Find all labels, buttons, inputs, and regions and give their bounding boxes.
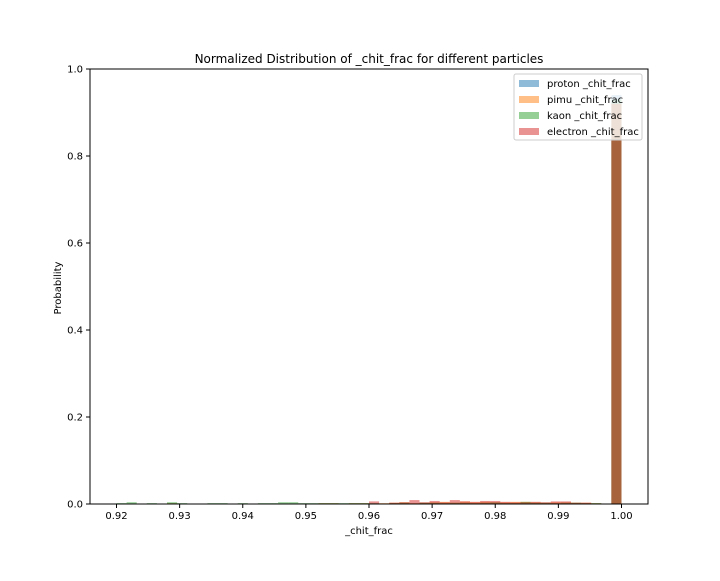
y-tick-label: 0.4 <box>67 326 83 337</box>
chart-title: Normalized Distribution of _chit_frac fo… <box>195 52 544 66</box>
y-tick-label: 0.6 <box>67 239 83 250</box>
y-tick-label: 0.0 <box>67 500 83 511</box>
x-tick-label: 0.98 <box>484 511 506 522</box>
legend-label: proton _chit_frac <box>547 79 631 90</box>
x-tick-label: 1.00 <box>610 511 632 522</box>
x-tick-label: 0.96 <box>358 511 380 522</box>
x-tick-label: 0.93 <box>169 511 191 522</box>
x-tick-label: 0.94 <box>232 511 254 522</box>
legend-swatch <box>519 80 539 87</box>
legend-swatch <box>519 128 539 135</box>
bar-series-4-bin-50 <box>611 104 621 504</box>
y-tick-label: 1.0 <box>67 65 83 76</box>
legend-label: pimu _chit_frac <box>547 95 623 106</box>
y-tick-label: 0.8 <box>67 152 83 163</box>
y-axis-label: Probability <box>53 261 64 314</box>
bar-series-4-bin-34 <box>450 500 460 504</box>
legend-label: kaon _chit_frac <box>547 111 622 122</box>
bar-series-4-bin-30 <box>409 500 419 504</box>
x-axis-label: _chit_frac <box>344 526 393 537</box>
x-tick-label: 0.92 <box>105 511 127 522</box>
legend-label: electron _chit_frac <box>547 127 639 138</box>
legend-swatch <box>519 96 539 103</box>
x-tick-label: 0.99 <box>547 511 569 522</box>
y-tick-label: 0.2 <box>67 413 83 424</box>
legend-swatch <box>519 112 539 119</box>
x-tick-label: 0.97 <box>421 511 443 522</box>
x-tick-label: 0.95 <box>295 511 317 522</box>
